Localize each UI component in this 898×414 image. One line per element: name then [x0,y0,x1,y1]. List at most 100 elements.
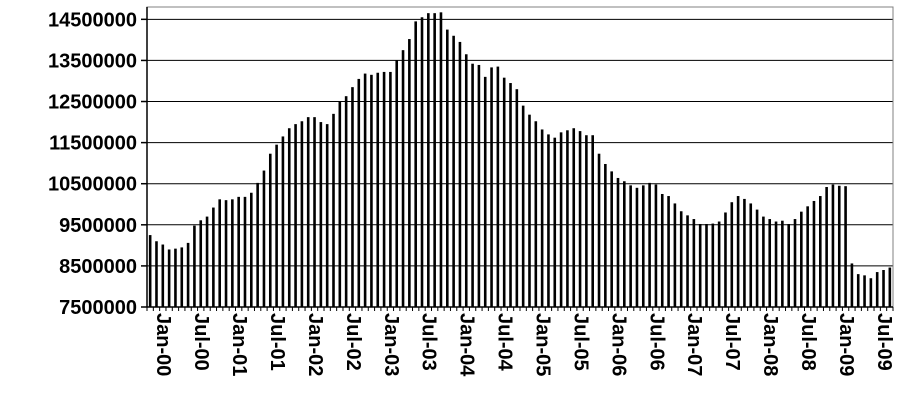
bar [755,209,759,307]
bar [408,39,411,308]
y-tick-label: 10500000 [48,174,137,196]
bar [155,241,158,307]
bar [193,225,196,307]
bar [268,153,272,307]
bar [243,196,247,307]
bar [515,89,519,307]
bar [819,196,822,307]
bar [427,13,430,307]
bar [319,122,323,307]
bar [370,74,373,307]
bar [180,247,184,307]
bar [521,105,525,307]
bar [831,184,835,307]
bar [502,77,506,308]
bar [395,60,399,307]
bar [439,12,443,308]
bar [812,200,816,307]
bar [477,64,481,307]
bar [705,223,708,307]
bar [825,187,828,307]
bar [313,117,316,307]
bar [591,135,594,307]
y-tick-label: 13500000 [48,50,137,72]
bar [743,198,746,307]
bar [641,185,645,307]
bar [420,17,424,308]
y-tick-label: 14500000 [48,9,137,31]
x-tick-label: Jul-04 [494,313,516,372]
bar [281,136,285,307]
x-tick-label: Jul-06 [645,313,667,371]
bar [161,244,165,307]
bar [604,163,607,307]
bar [237,196,240,307]
bar [585,135,588,307]
x-tick-label: Jan-08 [759,313,781,376]
bar [863,275,866,307]
bar [382,71,386,308]
bar [167,249,171,307]
x-tick-label: Jul-08 [797,313,819,371]
bar [433,13,436,307]
x-tick-label: Jan-03 [380,313,402,376]
x-tick-label: Jan-00 [152,313,174,376]
bar [547,134,550,307]
bar [572,128,576,307]
bar [452,35,455,308]
bar [275,144,278,307]
bar [553,137,557,307]
bar [174,248,177,307]
x-tick-label: Jul-09 [873,313,895,371]
bar [199,220,203,307]
bar [837,185,841,307]
x-tick-label: Jul-05 [569,313,591,371]
bar [692,219,696,307]
bars [148,12,892,308]
bar [250,192,253,307]
bar [869,278,873,307]
bar [635,187,639,307]
bar [736,196,740,307]
bar [262,170,266,307]
bar [483,76,487,307]
x-tick-label: Jul-02 [342,313,364,371]
bar [749,203,753,307]
y-tick-label: 12500000 [48,92,137,114]
bar [357,78,361,307]
y-tick-label: 7500000 [59,297,137,319]
bar [566,130,569,307]
y-tick-label: 9500000 [59,215,137,237]
bar [730,202,734,307]
x-tick-label: Jul-07 [721,313,743,371]
bar [724,212,727,307]
bar [389,71,392,308]
bar [300,121,304,307]
bar [471,63,474,308]
bar [578,131,582,307]
bar [186,242,190,307]
bar [806,206,809,307]
bar [667,196,670,307]
bar [762,216,765,307]
bar [856,274,860,307]
x-tick-label: Jul-00 [190,313,212,371]
bar [597,153,601,307]
bar [623,181,626,307]
y-tick-labels: 7500000 8500000 9500000 10500000 11500000 125… [48,9,137,319]
bar [496,66,500,307]
y-tick-label: 11500000 [49,133,137,155]
bar [654,184,658,307]
x-tick-label: Jan-01 [228,313,250,376]
bar [332,113,335,307]
axes [141,6,894,311]
bar [351,87,354,307]
bar [363,73,367,307]
bar [844,186,847,307]
bar [287,128,291,307]
bar [793,219,797,307]
bar [205,216,209,307]
bar [540,129,544,307]
